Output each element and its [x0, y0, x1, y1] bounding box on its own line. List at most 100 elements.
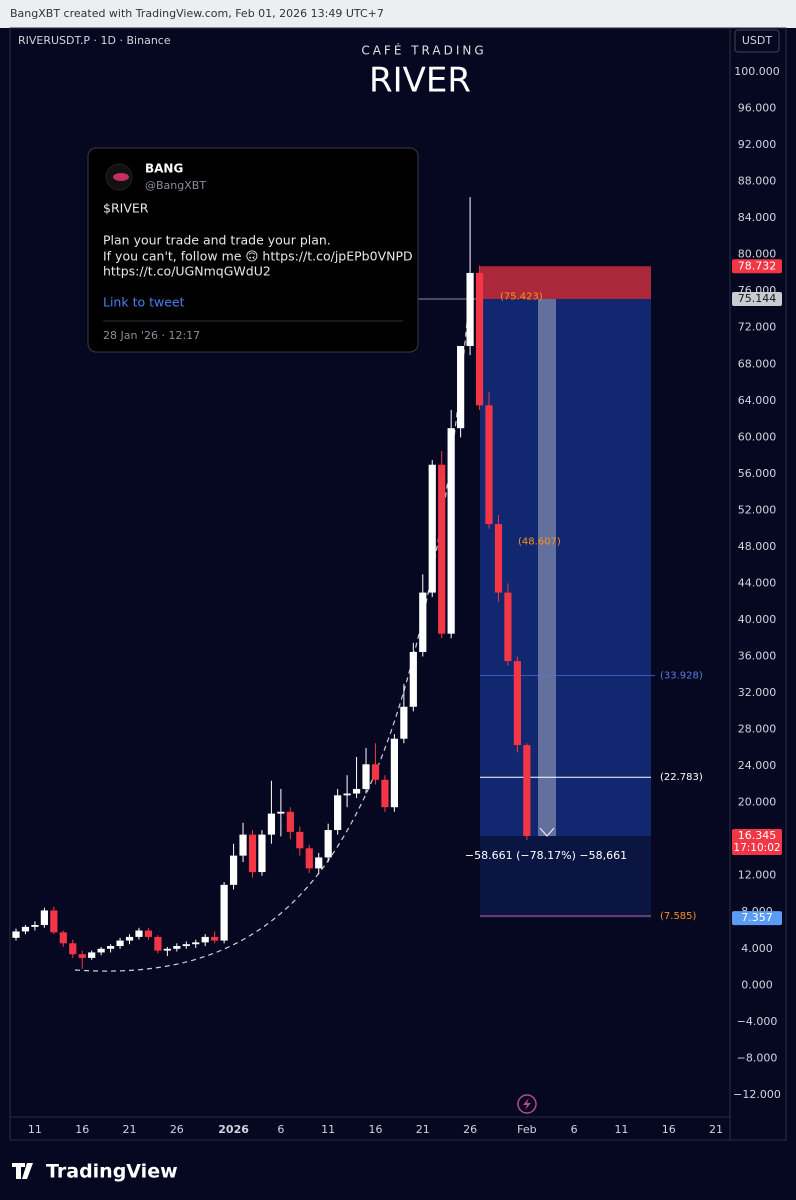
y-tick-label: 72.000: [738, 321, 777, 334]
y-tick-label: 56.000: [738, 467, 777, 480]
candle-body: [286, 811, 294, 832]
candle-body: [59, 932, 67, 944]
header-bar: [0, 0, 796, 28]
candle-body: [343, 793, 351, 796]
tweet-line: Plan your trade and trade your plan.: [103, 233, 331, 248]
candle-body: [352, 788, 361, 794]
candle-body: [362, 764, 370, 789]
candle-body: [125, 936, 134, 941]
move-arrow: [539, 827, 555, 837]
candle-body: [229, 855, 238, 885]
tweet-card: [87, 147, 419, 353]
tweet-date: 28 Jan '26 · 12:17: [103, 329, 200, 342]
tweet-handle: @BangXBT: [145, 179, 206, 192]
symbol: RIVERUSDT.P · 1D · Binance: [18, 34, 171, 47]
candle-body: [324, 830, 332, 858]
chart-frame: [9, 27, 787, 1141]
y-tick-label: 36.000: [738, 650, 777, 663]
candle-body: [201, 936, 209, 943]
candle-body: [135, 930, 143, 937]
level-label: (48.607): [518, 536, 561, 547]
candle-body: [40, 910, 48, 926]
stop-zone: [480, 266, 651, 300]
y-tick-label: 4.000: [741, 942, 773, 955]
tweet-link[interactable]: Link to tweet: [103, 295, 185, 310]
candle-body: [419, 592, 427, 652]
x-tick-label: 16: [368, 1123, 382, 1136]
alert-icon[interactable]: [517, 1094, 537, 1114]
x-tick-label: 21: [416, 1123, 430, 1136]
candle-body: [485, 405, 493, 525]
candle-body: [239, 834, 247, 856]
avatar-eye: [113, 173, 129, 181]
y-tick-label: 28.000: [738, 723, 777, 736]
y-tick-label: −12.000: [733, 1088, 781, 1101]
level-label: (7.585): [660, 911, 697, 922]
tweet-line: https://t.co/UGNmqGWdU2: [103, 264, 271, 279]
y-tick-label: 80.000: [738, 248, 777, 261]
candle-body: [50, 910, 58, 933]
x-tick-label: 16: [75, 1123, 89, 1136]
candle-body: [315, 857, 323, 869]
candle-body: [31, 925, 39, 927]
y-tick-label: 44.000: [738, 576, 777, 589]
tweet-name: BANG: [145, 162, 183, 176]
y-tick-label: 68.000: [738, 357, 777, 370]
y-tick-label: −4.000: [737, 1015, 778, 1028]
x-tick-label: Feb: [517, 1123, 536, 1136]
candle-body: [390, 738, 398, 808]
y-tick-label: 88.000: [738, 175, 777, 188]
candle-body: [400, 706, 408, 739]
x-tick-label: 11: [28, 1123, 42, 1136]
x-tick-label: 26: [170, 1123, 184, 1136]
tweet-line: $RIVER: [103, 201, 149, 216]
y-tick-label: 52.000: [738, 503, 777, 516]
candle-body: [78, 954, 86, 958]
candle-body: [334, 795, 342, 831]
candle-body: [504, 592, 512, 662]
move-bar: [538, 299, 556, 837]
y-tick-label: 40.000: [738, 613, 777, 626]
candle-body: [409, 651, 417, 707]
candle-body: [107, 946, 115, 949]
level-label: (22.783): [660, 772, 703, 783]
price-badge: [732, 292, 782, 307]
candle-body: [144, 930, 153, 937]
candle-body: [438, 464, 446, 634]
x-tick-label: 11: [321, 1123, 335, 1136]
y-tick-label: 84.000: [738, 211, 777, 224]
candle-body: [21, 926, 30, 932]
candle-body: [12, 931, 20, 938]
candle-body: [381, 779, 389, 808]
candle-body: [182, 944, 190, 947]
candle-body: [220, 884, 228, 941]
y-tick-label: 24.000: [738, 759, 777, 772]
y-tick-label: 32.000: [738, 686, 777, 699]
candle-body: [466, 272, 474, 347]
price-badge-label: 75.144: [738, 292, 777, 305]
currency-button[interactable]: [734, 29, 780, 53]
chart-title: RIVER: [369, 61, 471, 101]
x-tick-label: 21: [123, 1123, 137, 1136]
brand: CAFÉ TRADING: [361, 43, 486, 58]
candle-body: [513, 661, 521, 746]
candle-body: [163, 948, 171, 951]
candle-body: [97, 948, 105, 953]
candle-body: [69, 943, 77, 955]
candle-body: [173, 946, 181, 949]
level-label: (33.928): [660, 670, 703, 681]
y-tick-label: 12.000: [738, 869, 777, 882]
currency[interactable]: USDT: [742, 34, 773, 47]
countdown: 17:10:02: [733, 842, 780, 854]
candle-body: [305, 848, 313, 869]
trend-curve: [74, 289, 471, 972]
profit-zone: [480, 299, 651, 837]
candle-body: [447, 428, 455, 634]
x-tick-label: 2026: [218, 1123, 249, 1136]
header-text: BangXBT created with TradingView.com, Fe…: [10, 7, 384, 20]
candle-body: [248, 834, 257, 873]
candle-body: [523, 745, 531, 837]
y-tick-label: −8.000: [737, 1051, 778, 1064]
candle-body: [211, 936, 219, 941]
footer-logo: TradingView: [46, 1161, 178, 1183]
